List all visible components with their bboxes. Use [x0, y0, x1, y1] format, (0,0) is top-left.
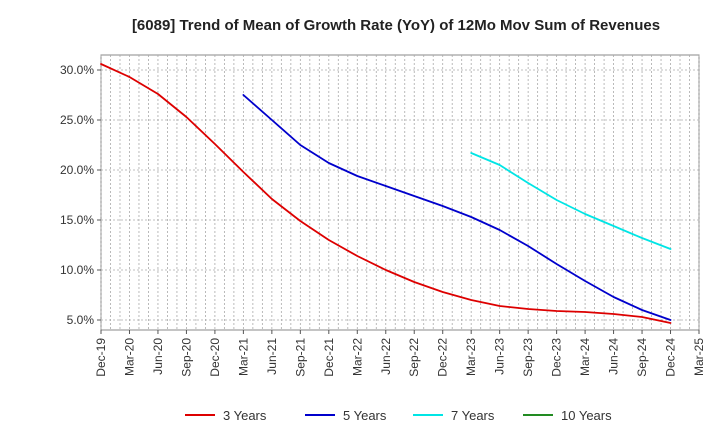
x-tick-label: Mar-20: [122, 338, 136, 376]
x-tick-label: Jun-20: [151, 338, 165, 375]
x-tick-label: Sep-24: [635, 338, 649, 377]
y-tick-label: 15.0%: [60, 213, 94, 227]
plot-area: [100, 54, 700, 331]
chart-title: [6089] Trend of Mean of Growth Rate (YoY…: [132, 17, 660, 34]
x-tick-label: Jun-22: [379, 338, 393, 375]
legend-label: 10 Years: [561, 408, 612, 423]
y-tick-label: 5.0%: [67, 313, 95, 327]
x-tick-label: Dec-23: [550, 338, 564, 377]
x-tick-label: Dec-22: [436, 338, 450, 377]
x-tick-label: Mar-24: [578, 338, 592, 376]
x-tick-label: Mar-21: [236, 338, 250, 376]
legend-label: 3 Years: [223, 408, 267, 423]
x-axis-ticks: Dec-19 Mar-20 Jun-20 Sep-20 Dec-20 Mar-21 Jun-…: [94, 330, 706, 377]
x-tick-label: Dec-21: [322, 338, 336, 377]
x-tick-label: Jun-21: [265, 338, 279, 375]
y-tick-label: 10.0%: [60, 263, 94, 277]
x-tick-label: Mar-22: [350, 338, 364, 376]
series-line-5-years: [242, 94, 672, 321]
series-line-7-years: [470, 152, 672, 250]
x-tick-label: Sep-21: [293, 338, 307, 377]
legend-label: 7 Years: [451, 408, 495, 423]
x-tick-label: Sep-20: [179, 338, 193, 377]
series-line-3-years: [100, 63, 672, 324]
legend: 3 Years 5 Years 7 Years 10 Years: [185, 408, 612, 423]
series-lines: [100, 63, 672, 324]
x-tick-label: Dec-19: [94, 338, 108, 377]
x-tick-label: Sep-22: [407, 338, 421, 377]
legend-label: 5 Years: [343, 408, 387, 423]
y-tick-label: 30.0%: [60, 63, 94, 77]
y-tick-label: 20.0%: [60, 163, 94, 177]
x-tick-label: Dec-20: [208, 338, 222, 377]
x-tick-label: Sep-23: [521, 338, 535, 377]
x-tick-label: Dec-24: [664, 338, 678, 377]
x-tick-label: Jun-24: [607, 338, 621, 375]
y-tick-label: 25.0%: [60, 113, 94, 127]
x-tick-label: Mar-23: [464, 338, 478, 376]
x-tick-label: Jun-23: [493, 338, 507, 375]
grid-lines: [100, 55, 700, 330]
y-axis-ticks: 5.0% 10.0% 15.0% 20.0% 25.0% 30.0%: [60, 63, 101, 327]
x-tick-label: Mar-25: [692, 338, 706, 376]
